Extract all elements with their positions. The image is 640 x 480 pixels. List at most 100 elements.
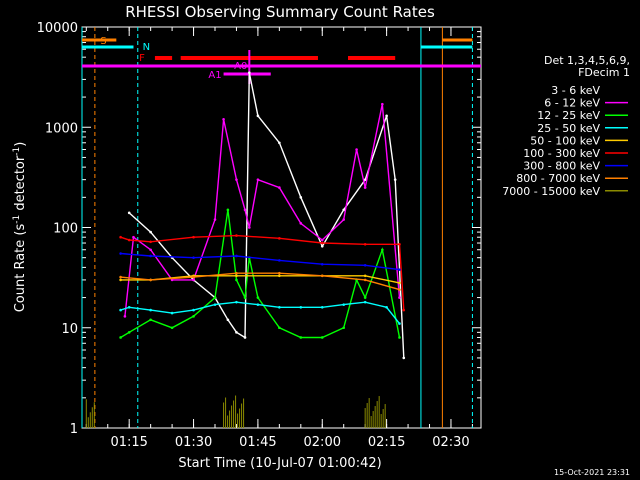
series-point: [381, 102, 384, 106]
series-point: [149, 318, 152, 322]
series-point: [299, 336, 303, 339]
series-point: [127, 238, 131, 242]
y-tick-label: 10: [61, 322, 78, 337]
y-tick-label: 100: [53, 222, 78, 237]
y-axis-label: Count Rate (s-1 detector-1): [12, 142, 28, 313]
series-point: [123, 315, 127, 318]
series-point: [278, 326, 281, 330]
series-point: [235, 274, 238, 278]
series-point: [235, 234, 238, 237]
series-point: [248, 71, 251, 75]
series-point: [192, 315, 195, 318]
series-point: [342, 303, 346, 306]
series-point: [278, 237, 281, 240]
legend-entry-label: 25 - 50 keV: [537, 122, 600, 135]
series-point: [342, 326, 346, 330]
series-point: [192, 308, 195, 312]
series-point: [222, 118, 225, 121]
x-tick-label: 01:15: [110, 435, 147, 450]
series-point: [278, 271, 281, 275]
legend-entry-label: 12 - 25 keV: [537, 109, 600, 122]
series-point: [119, 278, 122, 282]
series-line: [120, 234, 405, 311]
x-tick-label: 02:15: [368, 435, 405, 450]
x-tick-label: 02:30: [432, 435, 469, 450]
series-point: [192, 256, 195, 259]
series-line: [120, 252, 400, 271]
series-point: [149, 240, 152, 244]
series-point: [132, 235, 135, 239]
series-point: [299, 196, 303, 199]
series-line: [128, 72, 405, 358]
series-point: [320, 238, 324, 242]
legend-entry-label: 3 - 6 keV: [551, 84, 600, 97]
series-point: [149, 230, 152, 234]
series-point: [398, 336, 401, 339]
series-point: [398, 296, 401, 299]
series-line: [120, 272, 400, 291]
series-point: [119, 275, 122, 279]
series-point: [398, 322, 401, 325]
series-point: [342, 218, 346, 221]
series-point: [320, 262, 324, 266]
series-point: [149, 254, 152, 258]
y-tick-label: 1000: [45, 121, 78, 136]
y-axis-label-superscript: -1: [12, 147, 22, 156]
series-point: [402, 308, 406, 312]
series-point: [342, 208, 346, 212]
series-point: [192, 275, 195, 279]
series-point: [381, 248, 384, 252]
x-tick-label: 01:30: [175, 435, 212, 450]
series-point: [248, 226, 251, 229]
legend-entry-label: 100 - 300 keV: [523, 147, 600, 160]
series-point: [256, 296, 260, 299]
series-point: [398, 288, 401, 291]
series-point: [213, 218, 217, 221]
y-axis-label-part: ): [13, 142, 28, 147]
y-axis-label-part: Count Rate (s: [13, 224, 28, 313]
series-point: [149, 278, 152, 282]
series-point: [149, 308, 152, 312]
series-point: [299, 305, 303, 309]
series-line: [120, 301, 401, 325]
series-point: [278, 274, 281, 278]
series-point: [256, 303, 260, 306]
series-point: [278, 259, 281, 262]
series-point: [256, 178, 260, 181]
legend-entry-label: 300 - 800 keV: [523, 160, 600, 173]
series-point: [127, 331, 131, 334]
series-point: [213, 296, 217, 299]
series-point: [278, 305, 281, 309]
series-point: [398, 281, 401, 285]
y-tick-label: 10000: [37, 21, 78, 36]
series-point: [213, 303, 217, 306]
series-point: [235, 331, 238, 334]
legend-entry-label: 800 - 7000 keV: [516, 172, 600, 185]
date-stamp: 15-Oct-2021 23:31: [554, 468, 630, 477]
series-point: [385, 305, 388, 309]
legend-entry-label: 50 - 100 keV: [530, 134, 600, 147]
y-axis-label-part: detector: [13, 155, 28, 215]
series-point: [320, 241, 324, 245]
series-point: [278, 141, 281, 145]
x-axis-label: Start Time (10-Jul-07 01:00:42): [178, 456, 381, 471]
series-point: [243, 208, 247, 212]
series-point: [299, 222, 303, 225]
series-point: [235, 300, 238, 304]
series-point: [192, 278, 195, 282]
series-point: [170, 278, 174, 282]
legend-title: FDecim 1: [578, 66, 630, 79]
series-point: [192, 235, 195, 239]
series-point: [149, 248, 152, 252]
flag-label: A0: [234, 61, 247, 72]
series-point: [320, 244, 324, 248]
series-point: [363, 242, 367, 246]
series-point: [235, 271, 238, 275]
series-point: [127, 305, 131, 309]
chart-title: RHESSI Observing Summary Count Rates: [125, 3, 435, 21]
flag-label: N: [143, 42, 150, 53]
series-point: [398, 242, 401, 246]
series-point: [398, 268, 401, 271]
series-point: [320, 274, 324, 278]
